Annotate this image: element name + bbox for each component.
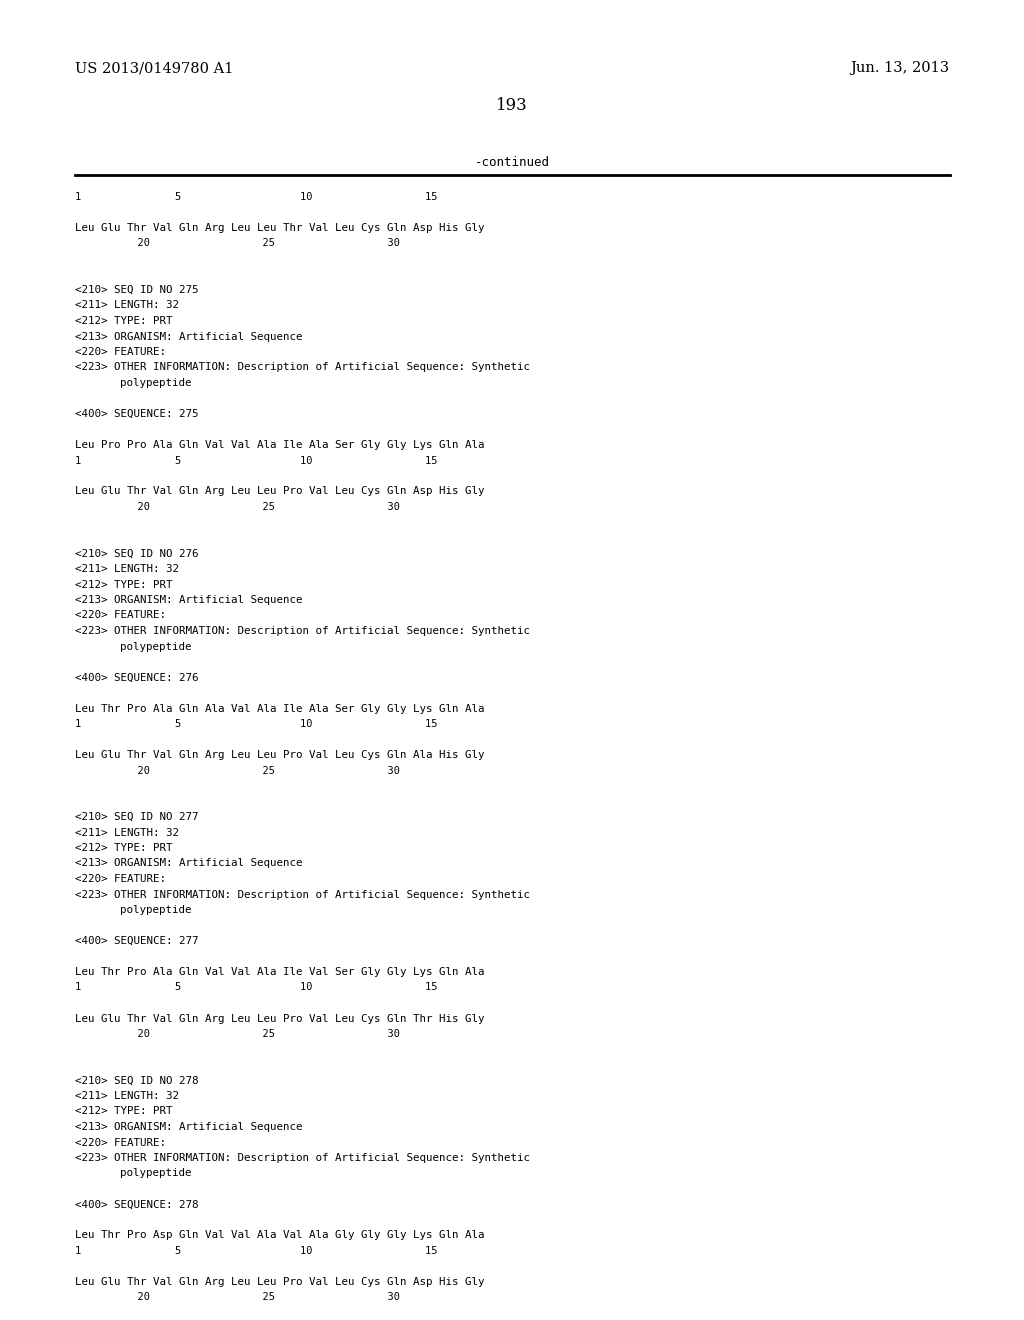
Text: <400> SEQUENCE: 277: <400> SEQUENCE: 277: [75, 936, 199, 946]
Text: Leu Glu Thr Val Gln Arg Leu Leu Pro Val Leu Cys Gln Asp His Gly: Leu Glu Thr Val Gln Arg Leu Leu Pro Val …: [75, 1276, 484, 1287]
Text: polypeptide: polypeptide: [120, 906, 191, 915]
Text: <220> FEATURE:: <220> FEATURE:: [75, 1138, 166, 1147]
Text: 1               5                   10                  15: 1 5 10 15: [75, 1246, 437, 1257]
Text: <210> SEQ ID NO 277: <210> SEQ ID NO 277: [75, 812, 199, 822]
Text: <213> ORGANISM: Artificial Sequence: <213> ORGANISM: Artificial Sequence: [75, 1122, 302, 1133]
Text: US 2013/0149780 A1: US 2013/0149780 A1: [75, 61, 233, 75]
Text: <211> LENGTH: 32: <211> LENGTH: 32: [75, 564, 179, 574]
Text: <223> OTHER INFORMATION: Description of Artificial Sequence: Synthetic: <223> OTHER INFORMATION: Description of …: [75, 626, 530, 636]
Text: polypeptide: polypeptide: [120, 642, 191, 652]
Text: <220> FEATURE:: <220> FEATURE:: [75, 874, 166, 884]
Text: -continued: -continued: [474, 156, 550, 169]
Text: Leu Glu Thr Val Gln Arg Leu Leu Pro Val Leu Cys Gln Ala His Gly: Leu Glu Thr Val Gln Arg Leu Leu Pro Val …: [75, 750, 484, 760]
Text: Leu Glu Thr Val Gln Arg Leu Leu Thr Val Leu Cys Gln Asp His Gly: Leu Glu Thr Val Gln Arg Leu Leu Thr Val …: [75, 223, 484, 234]
Text: Leu Glu Thr Val Gln Arg Leu Leu Pro Val Leu Cys Gln Asp His Gly: Leu Glu Thr Val Gln Arg Leu Leu Pro Val …: [75, 487, 484, 496]
Text: polypeptide: polypeptide: [120, 1168, 191, 1179]
Text: <213> ORGANISM: Artificial Sequence: <213> ORGANISM: Artificial Sequence: [75, 595, 302, 605]
Text: 1               5                   10                  15: 1 5 10 15: [75, 719, 437, 729]
Text: <211> LENGTH: 32: <211> LENGTH: 32: [75, 301, 179, 310]
Text: <210> SEQ ID NO 276: <210> SEQ ID NO 276: [75, 549, 199, 558]
Text: Leu Glu Thr Val Gln Arg Leu Leu Pro Val Leu Cys Gln Thr His Gly: Leu Glu Thr Val Gln Arg Leu Leu Pro Val …: [75, 1014, 484, 1023]
Text: <212> TYPE: PRT: <212> TYPE: PRT: [75, 579, 172, 590]
Text: <220> FEATURE:: <220> FEATURE:: [75, 347, 166, 356]
Text: <212> TYPE: PRT: <212> TYPE: PRT: [75, 315, 172, 326]
Text: <213> ORGANISM: Artificial Sequence: <213> ORGANISM: Artificial Sequence: [75, 858, 302, 869]
Text: 20                  25                  30: 20 25 30: [75, 239, 400, 248]
Text: 1               5                   10                  15: 1 5 10 15: [75, 455, 437, 466]
Text: polypeptide: polypeptide: [120, 378, 191, 388]
Text: 1               5                   10                  15: 1 5 10 15: [75, 982, 437, 993]
Text: 1               5                   10                  15: 1 5 10 15: [75, 191, 437, 202]
Text: Leu Thr Pro Ala Gln Ala Val Ala Ile Ala Ser Gly Gly Lys Gln Ala: Leu Thr Pro Ala Gln Ala Val Ala Ile Ala …: [75, 704, 484, 714]
Text: 20                  25                  30: 20 25 30: [75, 1030, 400, 1039]
Text: <211> LENGTH: 32: <211> LENGTH: 32: [75, 1092, 179, 1101]
Text: <400> SEQUENCE: 278: <400> SEQUENCE: 278: [75, 1200, 199, 1209]
Text: <213> ORGANISM: Artificial Sequence: <213> ORGANISM: Artificial Sequence: [75, 331, 302, 342]
Text: <210> SEQ ID NO 278: <210> SEQ ID NO 278: [75, 1076, 199, 1085]
Text: <212> TYPE: PRT: <212> TYPE: PRT: [75, 1106, 172, 1117]
Text: Leu Thr Pro Asp Gln Val Val Ala Val Ala Gly Gly Gly Lys Gln Ala: Leu Thr Pro Asp Gln Val Val Ala Val Ala …: [75, 1230, 484, 1241]
Text: Leu Pro Pro Ala Gln Val Val Ala Ile Ala Ser Gly Gly Lys Gln Ala: Leu Pro Pro Ala Gln Val Val Ala Ile Ala …: [75, 440, 484, 450]
Text: <220> FEATURE:: <220> FEATURE:: [75, 610, 166, 620]
Text: <212> TYPE: PRT: <212> TYPE: PRT: [75, 843, 172, 853]
Text: 193: 193: [496, 96, 528, 114]
Text: <223> OTHER INFORMATION: Description of Artificial Sequence: Synthetic: <223> OTHER INFORMATION: Description of …: [75, 890, 530, 899]
Text: <400> SEQUENCE: 276: <400> SEQUENCE: 276: [75, 672, 199, 682]
Text: 20                  25                  30: 20 25 30: [75, 502, 400, 512]
Text: <211> LENGTH: 32: <211> LENGTH: 32: [75, 828, 179, 837]
Text: Leu Thr Pro Ala Gln Val Val Ala Ile Val Ser Gly Gly Lys Gln Ala: Leu Thr Pro Ala Gln Val Val Ala Ile Val …: [75, 968, 484, 977]
Text: Jun. 13, 2013: Jun. 13, 2013: [850, 61, 949, 75]
Text: 20                  25                  30: 20 25 30: [75, 1292, 400, 1303]
Text: <223> OTHER INFORMATION: Description of Artificial Sequence: Synthetic: <223> OTHER INFORMATION: Description of …: [75, 363, 530, 372]
Text: <210> SEQ ID NO 275: <210> SEQ ID NO 275: [75, 285, 199, 294]
Text: 20                  25                  30: 20 25 30: [75, 766, 400, 776]
Text: <223> OTHER INFORMATION: Description of Artificial Sequence: Synthetic: <223> OTHER INFORMATION: Description of …: [75, 1152, 530, 1163]
Text: <400> SEQUENCE: 275: <400> SEQUENCE: 275: [75, 409, 199, 418]
